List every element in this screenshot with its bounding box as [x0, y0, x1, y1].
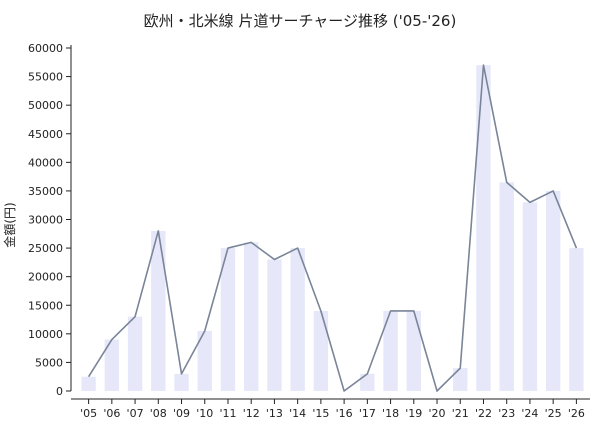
y-tick-label-8: 40000 — [28, 156, 63, 169]
y-tick-label-4: 20000 — [28, 271, 63, 284]
x-tick-label-13: '18 — [382, 407, 399, 420]
bar-19 — [522, 202, 538, 391]
y-axis-label: 金額(円) — [2, 202, 17, 247]
y-tick-label-6: 30000 — [28, 214, 63, 227]
y-tick-label-5: 25000 — [28, 242, 63, 255]
bar-10 — [313, 310, 329, 391]
x-tick-label-2: '07 — [127, 407, 144, 420]
x-tick-label-0: '05 — [80, 407, 97, 420]
bar-13 — [383, 310, 398, 391]
bar-9 — [290, 248, 305, 391]
y-tick-label-1: 5000 — [35, 356, 63, 369]
x-tick-label-10: '15 — [312, 407, 329, 420]
bar-17 — [476, 65, 491, 392]
x-tick-label-18: '23 — [498, 407, 515, 420]
bar-14 — [406, 310, 421, 391]
x-tick-label-9: '14 — [289, 407, 306, 420]
x-tick-label-21: '26 — [568, 407, 585, 420]
bar-12 — [360, 373, 375, 391]
y-tick-label-10: 50000 — [28, 99, 63, 112]
bar-6 — [220, 248, 236, 391]
y-tick-label-0: 0 — [56, 385, 63, 398]
x-tick-label-6: '11 — [219, 407, 236, 420]
bar-2 — [127, 316, 143, 391]
bar-0 — [81, 376, 96, 391]
y-tick-label-3: 15000 — [28, 299, 63, 312]
bar-7 — [244, 242, 259, 391]
x-tick-label-8: '13 — [266, 407, 283, 420]
y-tick-label-11: 55000 — [28, 71, 63, 84]
bar-8 — [267, 259, 282, 391]
y-tick-label-12: 60000 — [28, 42, 63, 55]
x-tick-label-1: '06 — [103, 407, 120, 420]
y-tick-label-7: 35000 — [28, 185, 63, 198]
series-line — [87, 64, 578, 392]
x-tick-label-3: '08 — [150, 407, 167, 420]
x-tick-label-11: '16 — [336, 407, 353, 420]
bar-3 — [151, 230, 166, 391]
x-tick-label-12: '17 — [359, 407, 376, 420]
bar-16 — [453, 368, 468, 391]
bar-18 — [499, 182, 514, 391]
x-tick-label-15: '20 — [429, 407, 446, 420]
x-tick-label-20: '25 — [545, 407, 562, 420]
x-tick-label-4: '09 — [173, 407, 190, 420]
bar-21 — [569, 248, 584, 391]
bar-4 — [174, 373, 189, 391]
x-tick-label-7: '12 — [243, 407, 260, 420]
bar-1 — [104, 339, 120, 391]
x-tick-label-5: '10 — [196, 407, 213, 420]
y-tick-label-2: 10000 — [28, 328, 63, 341]
x-tick-label-19: '24 — [521, 407, 538, 420]
y-tick-label-9: 45000 — [28, 128, 63, 141]
x-tick-label-16: '21 — [452, 407, 469, 420]
chart-title: 欧州・北米線 片道サーチャージ推移 ('05-'26) — [143, 12, 457, 30]
x-tick-label-17: '22 — [475, 407, 492, 420]
bar-20 — [545, 190, 561, 391]
x-tick-label-14: '19 — [405, 407, 422, 420]
bar-5 — [197, 330, 212, 391]
